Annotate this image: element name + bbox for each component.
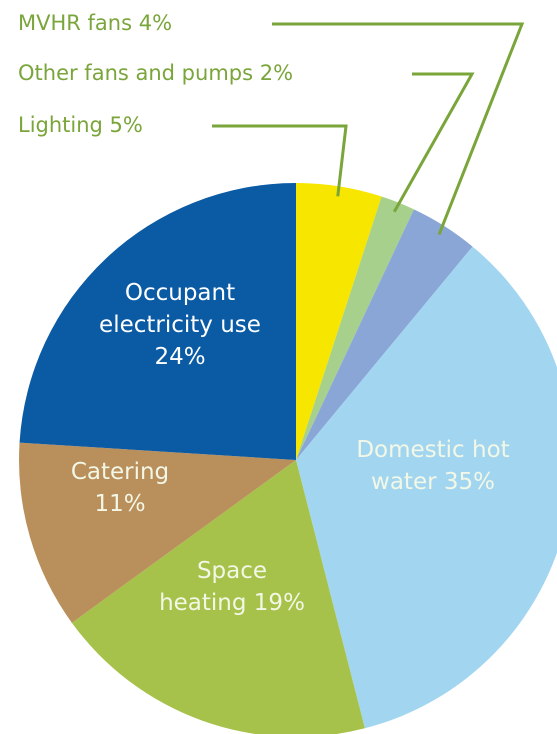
pie-slice-lighting [296, 183, 382, 460]
pie-slice-domestic-hot-water [296, 246, 557, 729]
slice-label-catering: Catering 11% [71, 459, 169, 517]
leader-line-mvhr-fans [272, 22, 525, 236]
pie-slice-space-heating [71, 460, 365, 734]
pie-slice-occupant-electricity-use [19, 183, 296, 460]
slice-label-other-fans-and-pumps: Other fans and pumps 2% [18, 61, 293, 85]
slice-label-space-heating: Space heating 19% [159, 558, 305, 616]
slice-labels: Lighting 5% Other fans and pumps 2% MVHR f… [18, 11, 510, 616]
leader-lines [212, 22, 525, 236]
leader-line-other-fans-and-pumps [392, 72, 475, 213]
slice-label-occupant-electricity-use: Occupant electricity use 24% [99, 280, 261, 370]
pie-slices [19, 183, 557, 734]
pie-slice-catering [19, 442, 296, 623]
leader-line-lighting [212, 124, 348, 197]
slice-label-mvhr-fans: MVHR fans 4% [18, 11, 172, 35]
pie-slice-mvhr-fans [296, 209, 473, 460]
slice-label-domestic-hot-water: Domestic hot water 35% [356, 437, 509, 495]
slice-label-lighting: Lighting 5% [18, 113, 143, 137]
pie-slice-other-fans-and-pumps [296, 196, 414, 460]
